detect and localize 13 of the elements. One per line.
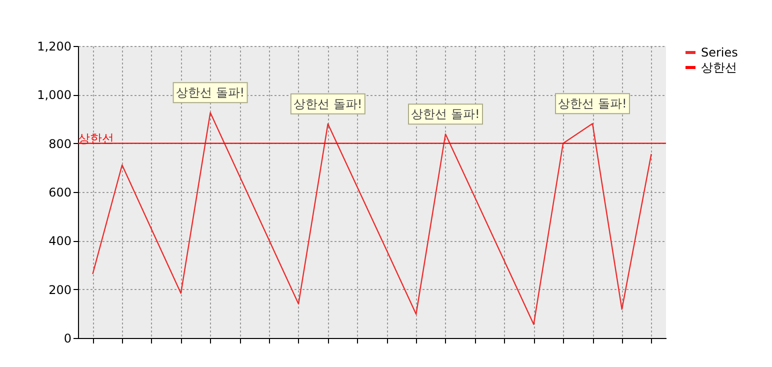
y-tick-label: 0 (64, 332, 72, 346)
y-tick-label: 400 (48, 234, 72, 248)
annotation: 상한선 돌파! (411, 107, 480, 122)
y-tick-label: 1,200 (37, 40, 72, 54)
legend-label: Series (701, 46, 738, 60)
y-tick-label: 1,000 (37, 88, 72, 102)
annotation: 상한선 돌파! (176, 86, 245, 100)
text: 상한선 (701, 60, 737, 74)
y-tick-label: 600 (48, 186, 72, 200)
annotation: 상한선 돌파! (558, 96, 627, 111)
annotation: 상한선 돌파! (294, 96, 362, 111)
y-tick-label: 200 (48, 282, 72, 297)
y-tick-label: 800 (48, 136, 72, 151)
